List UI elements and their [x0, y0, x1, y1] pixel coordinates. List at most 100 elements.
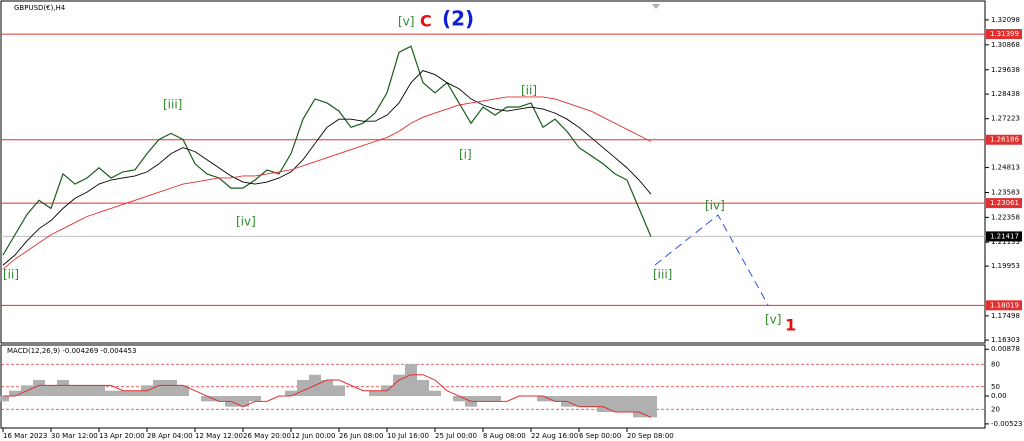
y-tick-label: 1.21133	[991, 238, 1020, 246]
macd-bar	[165, 380, 177, 397]
y-tick-label: 1.16303	[991, 336, 1020, 344]
macd-bar	[285, 390, 297, 397]
macd-bar	[405, 364, 417, 397]
macd-bar	[573, 396, 585, 407]
macd-bar	[597, 396, 609, 413]
x-tick-label: 16 Mar 2023	[3, 432, 47, 440]
y-tick-label: 1.28438	[991, 90, 1020, 98]
level-box	[986, 300, 1022, 311]
x-tick-label: 8 Aug 08:00	[483, 432, 526, 440]
x-tick-label: 25 Jul 00:00	[435, 432, 477, 440]
wave-label: [v]	[398, 15, 414, 29]
macd-bar	[93, 385, 105, 397]
y2-tick-label: 50	[991, 383, 1000, 391]
wave-label: [v]	[765, 313, 781, 327]
x-tick-label: 22 Aug 16:00	[531, 432, 578, 440]
chart-title: GBPUSD(€),H4	[14, 4, 66, 12]
y2-tick-label: 80	[991, 360, 1000, 368]
macd-bar	[453, 396, 465, 402]
y-tick-label: 1.17498	[991, 312, 1020, 320]
price-line	[2, 70, 652, 266]
macd-bar	[645, 396, 657, 418]
macd-bar	[369, 390, 381, 397]
level-label: 1.18019	[990, 301, 1019, 309]
wave-label: [ii]	[3, 268, 19, 282]
wave-label: [iv]	[236, 215, 256, 229]
wave-label: C	[420, 12, 432, 31]
level-label: 1.21417	[990, 232, 1019, 240]
wave-label: 1	[785, 316, 796, 335]
y-tick-label: 1.30868	[991, 41, 1020, 49]
x-tick-label: 20 Sep 08:00	[627, 432, 674, 440]
x-tick-label: 26 May 20:00	[243, 432, 291, 440]
macd-bar	[105, 390, 117, 397]
macd-bar	[429, 390, 441, 397]
y-tick-label: 0.00878	[991, 345, 1020, 353]
macd-bar	[249, 396, 261, 402]
main-pane	[0, 0, 986, 344]
macd-bar	[393, 374, 405, 397]
macd-bar	[549, 396, 561, 402]
y-tick-label: 1.32098	[991, 16, 1020, 24]
macd-bar	[57, 380, 69, 397]
wave-label: [i]	[459, 148, 472, 162]
x-tick-label: 28 Apr 04:00	[147, 432, 193, 440]
wave-label: [iii]	[653, 268, 672, 282]
y-tick-label: 0.00	[991, 392, 1007, 400]
macd-bar	[81, 385, 93, 397]
y-tick-label: 1.22358	[991, 213, 1020, 221]
macd-bar	[537, 396, 549, 402]
macd-bar	[9, 390, 21, 397]
price-line	[2, 96, 652, 270]
macd-bar	[321, 380, 333, 397]
y-tick-label: -0.00523	[991, 420, 1022, 428]
level-box	[986, 198, 1022, 209]
macd-bar	[477, 396, 489, 402]
y-tick-label: 1.24813	[991, 164, 1020, 172]
level-label: 1.26186	[990, 136, 1019, 144]
y-tick-label: 1.19953	[991, 262, 1020, 270]
macd-bar	[45, 385, 57, 397]
macd-bar	[117, 390, 129, 397]
wave-label: (2)	[442, 7, 474, 31]
macd-bar	[0, 396, 9, 402]
price-line	[2, 45, 652, 256]
macd-bar	[297, 380, 309, 397]
macd-bar	[237, 396, 249, 407]
macd-bar	[609, 396, 621, 413]
y-tick-label: 1.23583	[991, 189, 1020, 197]
macd-bar	[417, 380, 429, 397]
y-tick-label: 1.27223	[991, 115, 1020, 123]
level-box	[986, 134, 1022, 145]
x-tick-label: 30 Mar 12:00	[51, 432, 98, 440]
macd-bar	[489, 396, 501, 402]
x-tick-label: 6 Sep 00:00	[579, 432, 621, 440]
macd-bar	[213, 396, 225, 402]
wave-label: [ii]	[521, 84, 537, 98]
x-tick-label: 12 Jun 00:00	[291, 432, 335, 440]
level-box	[986, 29, 1022, 40]
x-tick-label: 12 May 12:00	[195, 432, 243, 440]
macd-bar	[33, 380, 45, 397]
level-label: 1.23061	[990, 199, 1019, 207]
macd-bar	[177, 385, 189, 397]
signal-line	[3, 374, 652, 418]
macd-bar	[621, 396, 633, 413]
y2-tick-label: 20	[991, 405, 1000, 413]
macd-bar	[201, 396, 213, 402]
x-tick-label: 10 Jul 16:00	[387, 432, 429, 440]
macd-bar	[129, 390, 141, 397]
macd-bar	[585, 396, 597, 407]
macd-title: MACD(12,26,9) -0.004269 -0.004453	[7, 347, 136, 355]
macd-bar	[153, 380, 165, 397]
macd-bar	[333, 385, 345, 397]
shift-marker	[652, 4, 660, 9]
macd-bar	[69, 385, 81, 397]
y-tick-label: 1.29638	[991, 66, 1020, 74]
wave-label: [iii]	[163, 98, 182, 112]
wave-label: [iv]	[705, 199, 725, 213]
x-tick-label: 26 Jun 08:00	[339, 432, 383, 440]
level-box	[986, 231, 1022, 242]
